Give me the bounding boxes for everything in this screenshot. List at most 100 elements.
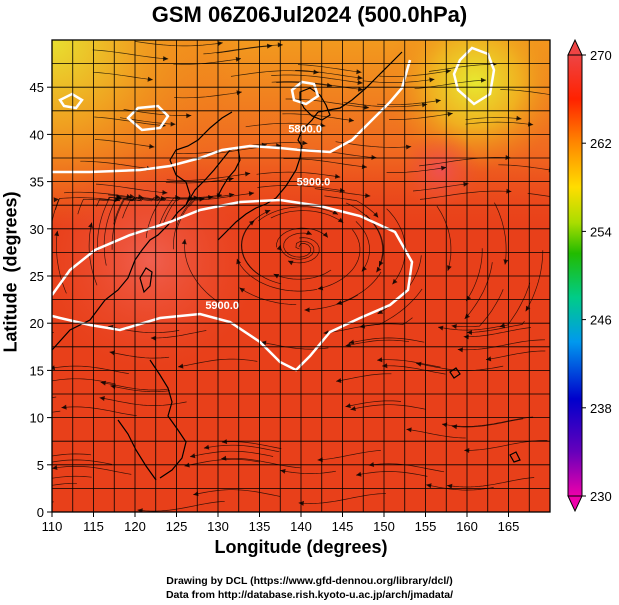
contour-label: 5800.0 bbox=[288, 124, 322, 136]
streamline bbox=[527, 193, 550, 197]
x-tick-label: 125 bbox=[166, 519, 188, 534]
contour-label: 5900.0 bbox=[205, 300, 239, 312]
streamline-arrow bbox=[499, 323, 506, 329]
streamline-arrow bbox=[304, 307, 310, 313]
streamline bbox=[419, 190, 512, 200]
streamline-arrow bbox=[365, 193, 371, 199]
streamline bbox=[52, 453, 92, 457]
streamline bbox=[283, 232, 312, 258]
streamline bbox=[56, 230, 67, 294]
colorbar-gradient bbox=[567, 54, 583, 497]
streamline bbox=[221, 457, 301, 469]
streamline-arrow bbox=[345, 403, 351, 409]
streamline bbox=[189, 192, 255, 207]
streamline bbox=[463, 327, 531, 338]
y-tick-label: 30 bbox=[30, 222, 44, 237]
credit-dcl: Drawing by DCL (https://www.gfd-dennou.o… bbox=[166, 575, 453, 587]
streamline-arrow bbox=[288, 260, 294, 266]
streamline-arrow bbox=[16, 460, 21, 465]
x-tick-label: 110 bbox=[42, 519, 63, 534]
streamline-arrow bbox=[302, 140, 308, 146]
streamline bbox=[216, 45, 273, 54]
streamline-arrow bbox=[416, 361, 422, 367]
streamline-arrow bbox=[137, 508, 143, 512]
streamline-arrow bbox=[503, 259, 509, 265]
streamline bbox=[382, 365, 446, 375]
colorbar-label: 254 bbox=[590, 224, 612, 239]
map-gridlines bbox=[52, 40, 550, 512]
y-tick-label: 0 bbox=[37, 505, 44, 520]
streamline-arrow bbox=[435, 98, 441, 104]
streamline-arrow bbox=[376, 266, 382, 273]
streamline-arrow bbox=[426, 483, 432, 489]
streamline-arrow bbox=[163, 56, 169, 62]
streamline bbox=[389, 113, 453, 120]
x-tick-label: 130 bbox=[207, 519, 229, 534]
streamline-arrow bbox=[150, 335, 156, 341]
y-tick-label: 45 bbox=[30, 80, 44, 95]
y-tick-label: 25 bbox=[30, 269, 44, 284]
streamline bbox=[345, 202, 383, 267]
streamline bbox=[348, 337, 425, 344]
streamline bbox=[485, 350, 546, 360]
x-tick-label: 135 bbox=[249, 519, 271, 534]
x-tick-label: 120 bbox=[124, 519, 146, 534]
streamline-arrow bbox=[463, 334, 469, 340]
streamline bbox=[466, 320, 525, 333]
colorbar-max-arrow bbox=[567, 38, 583, 56]
streamline-arrow bbox=[357, 80, 363, 85]
streamline-arrow bbox=[178, 363, 184, 369]
streamline-arrow bbox=[322, 232, 328, 238]
streamline-arrow bbox=[260, 29, 265, 34]
streamline bbox=[457, 339, 546, 351]
streamline bbox=[295, 69, 363, 79]
streamline bbox=[94, 139, 155, 148]
streamline bbox=[109, 351, 170, 359]
colorbar-label: 238 bbox=[590, 401, 612, 416]
streamline-arrow bbox=[451, 324, 457, 329]
x-axis-label: Longitude (degrees) bbox=[214, 537, 388, 557]
streamline bbox=[77, 196, 136, 215]
streamline-arrow bbox=[186, 113, 192, 119]
streamline-arrow bbox=[160, 195, 166, 201]
x-tick-label: 115 bbox=[83, 519, 104, 534]
streamline-arrow bbox=[239, 287, 246, 293]
y-tick-label: 40 bbox=[30, 127, 44, 142]
streamline bbox=[280, 470, 336, 474]
streamline bbox=[103, 199, 120, 266]
streamline-arrow bbox=[28, 382, 33, 387]
colorbar-label: 270 bbox=[590, 48, 612, 63]
streamline bbox=[122, 196, 199, 219]
colorbar-label: 246 bbox=[590, 313, 612, 328]
streamline bbox=[52, 199, 60, 270]
streamline bbox=[165, 178, 234, 184]
temperature-field bbox=[16, 29, 550, 512]
streamline-arrow bbox=[53, 197, 59, 203]
streamline-arrow bbox=[181, 239, 187, 245]
streamline-arrow bbox=[357, 75, 363, 81]
x-tick-label: 140 bbox=[290, 519, 312, 534]
streamline bbox=[110, 385, 170, 393]
streamline bbox=[355, 221, 370, 272]
streamline bbox=[406, 428, 466, 439]
streamline-arrow bbox=[441, 165, 447, 171]
streamline bbox=[345, 339, 410, 347]
streamline-arrow bbox=[203, 444, 210, 450]
streamline bbox=[271, 81, 364, 91]
streamline-arrow bbox=[217, 41, 223, 46]
streamline bbox=[52, 475, 92, 479]
streamline bbox=[297, 64, 362, 73]
streamline bbox=[359, 288, 423, 328]
streamline-arrow bbox=[525, 305, 531, 312]
y-tick-label: 5 bbox=[37, 458, 44, 473]
streamline bbox=[100, 381, 168, 391]
x-tick-label: 160 bbox=[456, 519, 478, 534]
streamline bbox=[52, 501, 54, 503]
contour-label: 5900.0 bbox=[297, 176, 331, 188]
streamline-arrow bbox=[248, 191, 255, 197]
streamline-arrow bbox=[116, 195, 122, 201]
streamline bbox=[525, 250, 544, 312]
streamline-arrow bbox=[228, 176, 234, 182]
streamline bbox=[419, 157, 511, 167]
streamline bbox=[97, 196, 122, 252]
